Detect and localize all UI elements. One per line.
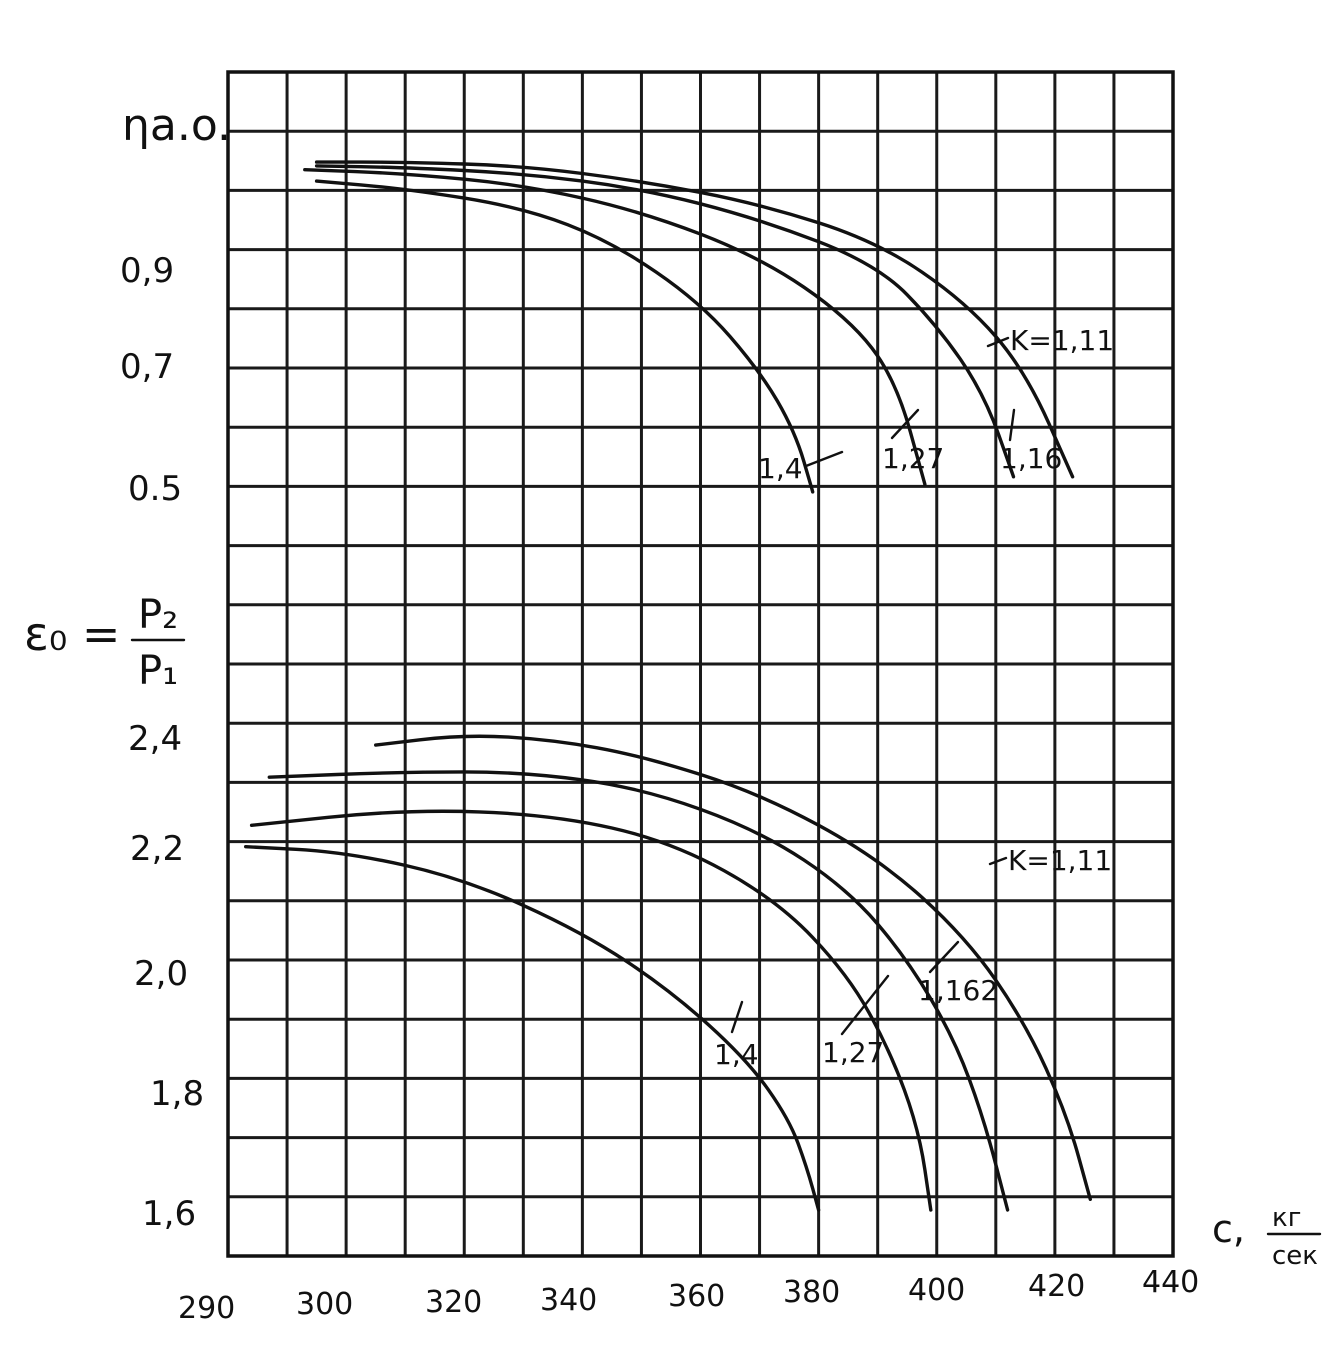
x-tick-label: 360 [668, 1279, 725, 1314]
y-tick-label: 1,6 [142, 1194, 196, 1234]
x-tick-label: 420 [1028, 1269, 1085, 1304]
efficiency-label-14: 1,4 [758, 452, 803, 485]
curve-label-leader [1008, 408, 1016, 442]
curve-label-leader [730, 1000, 744, 1034]
x-tick-label: 380 [783, 1275, 840, 1310]
pressure-label-127: 1,27 [822, 1036, 884, 1069]
curve-label-leader [986, 336, 1010, 348]
y-tick-label: 0.5 [128, 469, 182, 509]
plot-frame [226, 70, 1175, 1258]
pressure-ratio-series-0 [374, 734, 1092, 1201]
x-tick-label: 400 [908, 1273, 965, 1308]
efficiency-label-116: 1,16 [1000, 442, 1062, 475]
pressure-label-k111: K=1,11 [1008, 844, 1112, 877]
x-tick-label: 290 [178, 1291, 235, 1326]
pressure-y-ticks: 2,4 2,2 2,0 1,8 1,6 [128, 719, 204, 1234]
y-tick-label: 2,2 [130, 829, 184, 869]
efficiency-axis-title: ηa.o. [122, 100, 231, 151]
x-tick-label: 300 [296, 1287, 353, 1322]
x-axis-variable: c, [1212, 1207, 1245, 1251]
y-tick-label: 0,7 [120, 347, 174, 387]
curve-label-leader [988, 856, 1008, 866]
efficiency-series-1 [314, 164, 1016, 479]
curve-label-leader [840, 974, 890, 1036]
pressure-axis-denominator: P₁ [138, 648, 178, 694]
efficiency-label-k111: K=1,11 [1010, 324, 1114, 357]
y-tick-label: 1,8 [150, 1074, 204, 1114]
curve-label-leader [890, 408, 920, 440]
curves [244, 160, 1092, 1212]
y-tick-label: 2,4 [128, 719, 182, 759]
curve-label-leader [928, 940, 960, 974]
pressure-ratio-series-1 [267, 770, 1010, 1212]
pressure-ratio-series-3 [244, 845, 821, 1212]
pressure-label-1162: 1,162 [918, 974, 998, 1007]
y-tick-label: 2,0 [134, 954, 188, 994]
efficiency-y-ticks: 0,9 0,7 0.5 [120, 251, 182, 509]
x-tick-label: 340 [540, 1283, 597, 1318]
pressure-axis-lhs: ε₀ = [24, 607, 120, 661]
pressure-ratio-series-2 [249, 809, 933, 1212]
x-axis-title: c, кг сек [1212, 1203, 1322, 1271]
pressure-axis-title: ε₀ = P₂ P₁ [24, 592, 186, 694]
pressure-label-14: 1,4 [714, 1038, 759, 1071]
pressure-axis-numerator: P₂ [138, 592, 178, 638]
curve-label-leader [804, 450, 844, 468]
efficiency-series-3 [314, 179, 815, 494]
curve-labels: K=1,11 1,16 1,27 1,4 K=1,11 1,162 1,27 1… [714, 324, 1114, 1071]
x-axis-unit-numerator: кг [1272, 1203, 1301, 1233]
x-axis-unit-denominator: сек [1272, 1241, 1318, 1271]
grid [228, 72, 1173, 1256]
x-tick-label: 440 [1142, 1265, 1199, 1300]
y-tick-label: 0,9 [120, 251, 174, 291]
x-ticks: 290 300 320 340 360 380 400 420 440 [178, 1265, 1199, 1326]
label-leaders [730, 336, 1016, 1036]
efficiency-series-0 [314, 160, 1075, 479]
efficiency-label-127: 1,27 [882, 442, 944, 475]
efficiency-series-2 [303, 168, 927, 487]
x-tick-label: 320 [425, 1285, 482, 1320]
